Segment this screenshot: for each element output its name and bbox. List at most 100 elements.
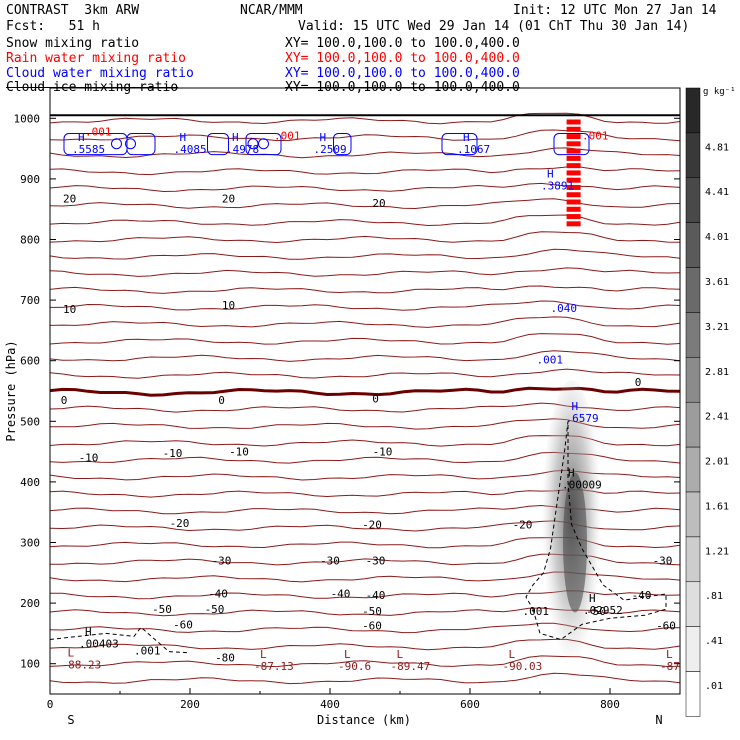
y-tick-label: 500 (20, 415, 40, 428)
isotherm-line (50, 368, 680, 379)
isotherm-line (50, 300, 680, 311)
y-tick-label: 900 (20, 173, 40, 186)
extremum-symbol: L (509, 648, 516, 661)
colorbar-swatch (685, 177, 701, 223)
isotherm-label: -10 (373, 446, 393, 459)
rain-water-core (566, 214, 581, 220)
isotherm-label: 20 (222, 192, 235, 205)
isotherm-label: -50 (362, 605, 382, 618)
extremum-symbol: H (85, 625, 92, 638)
extremum-symbol: L (260, 648, 267, 661)
isotherm-line (50, 386, 680, 397)
snow-mixing-ratio-core (563, 472, 587, 613)
y-tick-label: 600 (20, 355, 40, 368)
colorbar-swatch (685, 312, 701, 358)
rain-water-core (566, 163, 581, 169)
isotherm-line (50, 672, 680, 685)
contour-label: .001 (134, 645, 161, 658)
extremum-symbol: L (344, 648, 351, 661)
isotherm-label: -30 (366, 555, 386, 568)
colorbar-swatch (685, 222, 701, 268)
cloud-water-contour (111, 138, 122, 150)
x-tick-label: 400 (320, 698, 340, 711)
extremum-symbol: H (180, 131, 187, 144)
field-name-rain: Rain water mixing ratio (6, 51, 187, 66)
isotherm-line (50, 248, 680, 260)
rain-water-core (566, 119, 581, 125)
isotherm-label: 20 (372, 197, 385, 210)
isotherm-line (50, 267, 680, 277)
isotherm-label: -60 (362, 620, 382, 633)
isotherm-line (50, 333, 680, 345)
extremum-value: -87.94 (660, 660, 700, 673)
extremum-value: .5585 (72, 143, 105, 156)
colorbar-swatch (685, 581, 701, 627)
colorbar-swatch (685, 401, 701, 448)
extremum-symbol: H (232, 131, 239, 144)
extremum-symbol: L (666, 648, 673, 661)
rain-water-core (566, 134, 581, 140)
y-tick-label: 100 (20, 658, 40, 671)
rain-water-core (566, 221, 581, 227)
valid-time: Valid: 15 UTC Wed 29 Jan 14 (01 ChT Thu … (298, 19, 690, 34)
rain-water-core (566, 126, 581, 132)
extremum-value: .6579 (566, 412, 599, 425)
colorbar-swatch (685, 87, 701, 134)
isotherm-label: -20 (513, 518, 533, 531)
colorbar-label: 1.21 (705, 546, 729, 557)
center-name: NCAR/MMM (240, 3, 303, 18)
extremum-symbol: H (78, 131, 85, 144)
forecast-hour: Fcst: 51 h (6, 19, 100, 34)
colorbar-label: 2.81 (705, 367, 729, 378)
field-xy-cloud-water: XY= 100.0,100.0 to 100.0,400.0 (285, 66, 520, 81)
cloud-water-contour (441, 132, 478, 156)
rain-water-core (566, 184, 581, 190)
rain-water-core (566, 199, 581, 205)
colorbar-swatch (685, 671, 701, 717)
extremum-value: .2509 (314, 143, 347, 156)
cloud-water-contour (333, 132, 352, 156)
rain-water-core (566, 148, 581, 154)
isotherm-label: -30 (320, 555, 340, 568)
isotherm-label: 0 (635, 376, 642, 389)
extremum-symbol: L (68, 647, 75, 660)
y-tick-label: 400 (20, 476, 40, 489)
colorbar-label: 2.01 (705, 457, 729, 468)
isotherm-label: -40 (632, 589, 652, 602)
extremum-symbol: H (568, 467, 575, 480)
isotherm-line (50, 166, 680, 176)
extremum-symbol: H (589, 592, 596, 605)
colorbar-label: .81 (705, 591, 723, 602)
extremum-value: .00403 (79, 637, 119, 650)
isotherm-label: -30 (212, 555, 232, 568)
isotherm-line (50, 231, 680, 244)
rain-water-core (566, 141, 581, 147)
isotherm-line (50, 214, 680, 227)
colorbar-swatch (685, 446, 701, 493)
colorbar-label: 3.61 (705, 277, 729, 288)
colorbar-swatch (685, 267, 701, 313)
extremum-value: -88.23 (62, 659, 102, 672)
isotherm-label: 0 (218, 394, 225, 407)
colorbar-swatch (685, 626, 701, 672)
contour-label: .001 (537, 354, 564, 367)
extremum-value: -87.13 (254, 660, 294, 673)
extremum-symbol: H (320, 131, 327, 144)
isotherm-line (50, 182, 680, 193)
extremum-value: .4085 (174, 143, 207, 156)
isotherm-label: -40 (331, 587, 351, 600)
isotherm-label: -40 (208, 587, 228, 600)
contour-label: .001 (582, 130, 609, 143)
colorbar-label: 4.81 (705, 142, 729, 153)
isotherm-label: -20 (170, 517, 190, 530)
x-tick-label: 0 (47, 698, 54, 711)
extremum-value: .4978 (226, 143, 259, 156)
isotherm-line (50, 350, 680, 362)
isotherm-label: -10 (79, 452, 99, 465)
isotherm-line (50, 112, 680, 125)
isotherm-line (50, 198, 680, 210)
isotherm-label: 10 (63, 303, 76, 316)
isotherm-label: -50 (586, 605, 606, 618)
field-xy-snow: XY= 100.0,100.0 to 100.0,400.0 (285, 36, 520, 51)
colorbar-label: 1.61 (705, 501, 729, 512)
